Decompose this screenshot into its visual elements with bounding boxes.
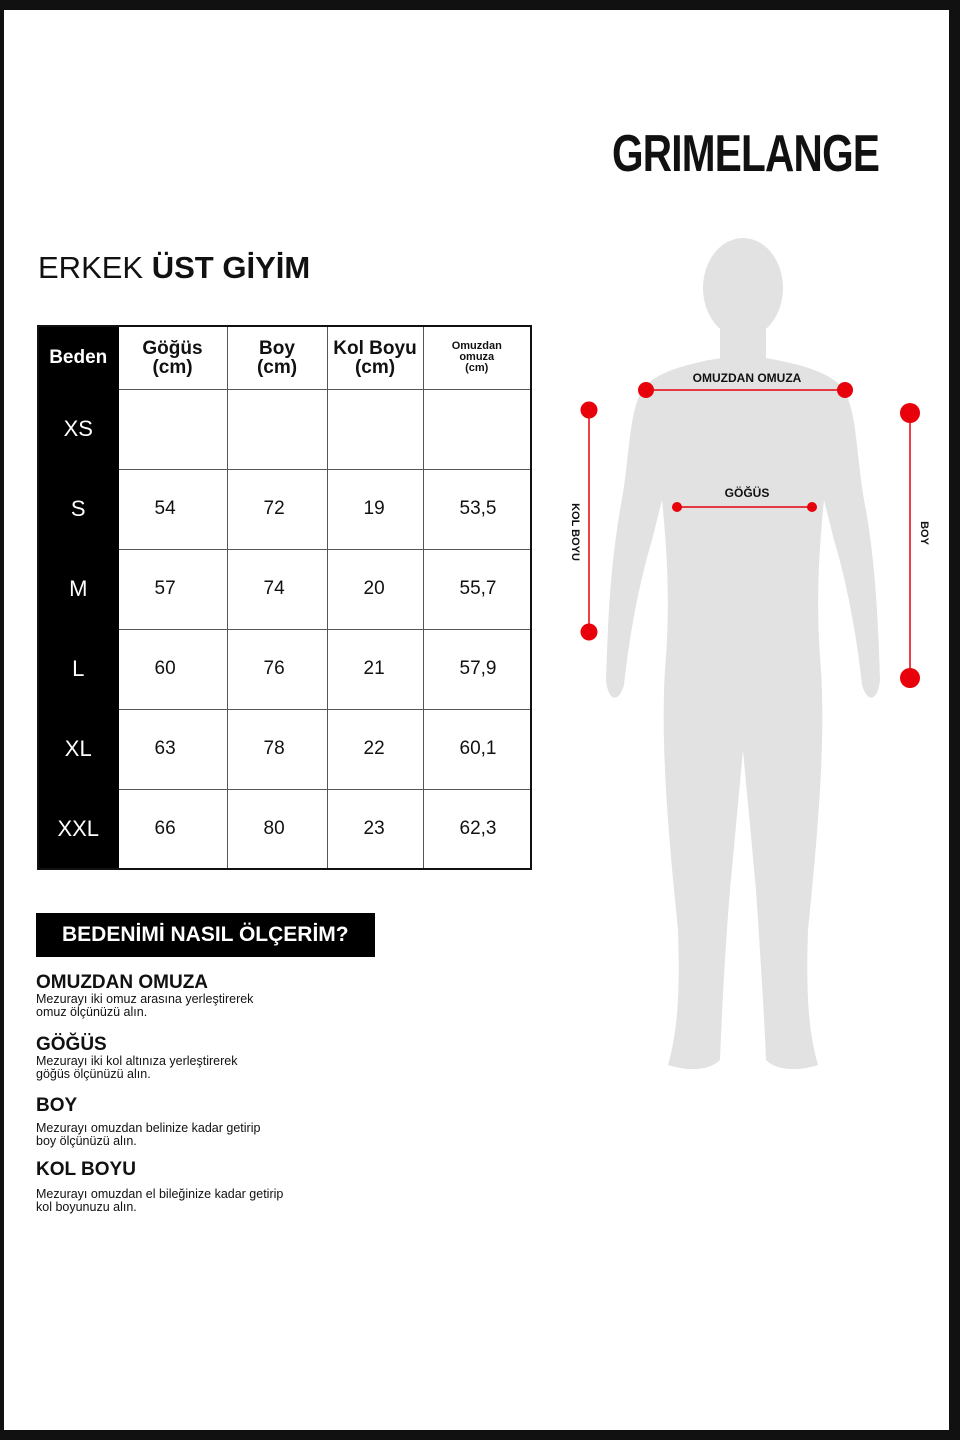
svg-text:GÖĞÜS: GÖĞÜS [725, 485, 770, 500]
chest-measure: GÖĞÜS [672, 485, 817, 512]
chest-cell: 66 [117, 788, 228, 870]
sleeve-cell: 20 [326, 548, 424, 630]
chest-cell: 57 [117, 548, 228, 630]
length-cell: 78 [226, 708, 328, 790]
sleeve-cell [326, 388, 424, 470]
table-row: M 57 74 20 55,7 [37, 548, 532, 630]
table-row: XXL 66 80 23 62,3 [37, 788, 532, 870]
table-row: XL 63 78 22 60,1 [37, 708, 532, 790]
size-cell: S [37, 468, 119, 550]
length-cell: 76 [226, 628, 328, 710]
shoulder-cell: 55,7 [422, 548, 532, 630]
header-size: Beden [37, 325, 119, 390]
shoulder-measure: OMUZDAN OMUZA [638, 371, 853, 398]
svg-text:OMUZDAN OMUZA: OMUZDAN OMUZA [693, 371, 802, 385]
table-header: Beden Göğüs (cm) Boy (cm) Kol Boyu (cm) Omu… [37, 325, 532, 390]
size-cell: XL [37, 708, 119, 790]
sleeve-cell: 19 [326, 468, 424, 550]
body-measurement-figure: OMUZDAN OMUZA GÖĞÜS KOL BOYU BOY [569, 238, 930, 1070]
sleeve-cell: 23 [326, 788, 424, 870]
size-cell: M [37, 548, 119, 630]
svg-text:KOL BOYU: KOL BOYU [569, 503, 581, 561]
header-sleeve: Kol Boyu (cm) [326, 325, 424, 390]
sleeve-measure: KOL BOYU [569, 401, 598, 641]
table-row: L 60 76 21 57,9 [37, 628, 532, 710]
size-table: Beden Göğüs (cm) Boy (cm) Kol Boyu (cm) Omu… [37, 325, 532, 870]
title-light: ERKEK [38, 250, 144, 285]
length-measure: BOY [900, 403, 930, 688]
chest-cell [117, 388, 228, 470]
shoulder-cell: 53,5 [422, 468, 532, 550]
table-row: XS [37, 388, 532, 470]
body-silhouette [606, 238, 880, 1070]
table-row: S 54 72 19 53,5 [37, 468, 532, 550]
svg-text:BOY: BOY [918, 521, 930, 546]
section-sleeve: KOL BOYU Mezurayı omuzdan el bileğinize k… [36, 1159, 284, 1214]
how-to-measure-banner: BEDENİMİ NASIL ÖLÇERİM? [36, 913, 375, 957]
title-bold: ÜST GİYİM [151, 250, 311, 285]
chest-cell: 63 [117, 708, 228, 790]
chest-cell: 60 [117, 628, 228, 710]
brand-logo: GRIMELANGE [612, 125, 880, 183]
section-chest: GÖĞÜS Mezurayı iki kol altınıza yerleştir… [36, 1034, 238, 1081]
length-cell: 72 [226, 468, 328, 550]
chest-cell: 54 [117, 468, 228, 550]
page-title: ERKEK ÜST GİYİM [38, 250, 310, 286]
size-cell: XS [37, 388, 119, 470]
size-cell: XXL [37, 788, 119, 870]
length-cell: 80 [226, 788, 328, 870]
length-cell: 74 [226, 548, 328, 630]
length-cell [226, 388, 328, 470]
shoulder-cell [422, 388, 532, 470]
sleeve-cell: 22 [326, 708, 424, 790]
sleeve-cell: 21 [326, 628, 424, 710]
section-shoulder: OMUZDAN OMUZA Mezurayı iki omuz arasına y… [36, 972, 254, 1019]
header-shoulder: Omuzdan omuza (cm) [422, 325, 532, 390]
header-chest: Göğüs (cm) [117, 325, 228, 390]
shoulder-cell: 60,1 [422, 708, 532, 790]
shoulder-cell: 57,9 [422, 628, 532, 710]
header-length: Boy (cm) [226, 325, 328, 390]
section-length: BOY Mezurayı omuzdan belinize kadar getir… [36, 1095, 261, 1148]
size-cell: L [37, 628, 119, 710]
shoulder-cell: 62,3 [422, 788, 532, 870]
